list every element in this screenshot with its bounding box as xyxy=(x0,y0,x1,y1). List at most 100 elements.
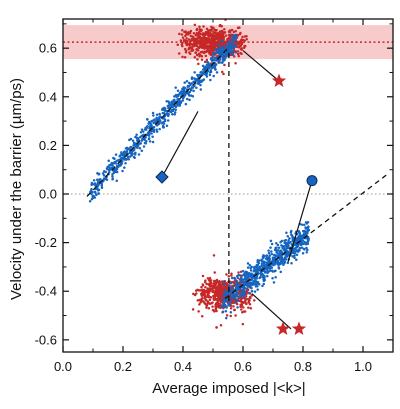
blue-upper-branch-point xyxy=(174,108,177,111)
blue-lower-branch-point xyxy=(242,273,246,276)
blue-upper-branch-point xyxy=(207,63,211,67)
blue-lower-branch-point xyxy=(305,222,309,225)
red-bottom-point xyxy=(207,296,210,299)
blue-upper-branch-point xyxy=(184,102,188,106)
blue-upper-branch-point xyxy=(132,141,136,145)
blue-lower-branch-point xyxy=(229,300,232,304)
blue-lower-branch-point xyxy=(251,281,255,284)
blue-lower-branch-point xyxy=(304,232,308,235)
blue-upper-branch-point xyxy=(115,162,118,165)
blue-upper-branch-point xyxy=(115,179,119,183)
blue-upper-branch-point xyxy=(194,78,197,82)
axes: 0.0 0.2 0.4 0.6 0.8 1.0 -0.6 -0.4 -0.2 0.0 0.2 0.4 0… xyxy=(35,18,394,374)
blue-upper-branch-point xyxy=(186,85,189,89)
blue-lower-branch-point xyxy=(242,288,245,292)
blue-upper-branch-point xyxy=(215,49,218,52)
blue-lower-branch-point xyxy=(270,250,273,253)
blue-upper-branch-point xyxy=(193,71,196,74)
red-top-point xyxy=(199,41,203,44)
blue-upper-branch-point xyxy=(206,60,209,64)
red-top-point xyxy=(181,36,185,39)
blue-lower-branch-point xyxy=(266,274,269,278)
blue-upper-branch-point xyxy=(162,117,165,120)
red-top-point xyxy=(220,24,223,28)
red-top-point xyxy=(186,33,190,36)
star-marker xyxy=(271,73,287,88)
blue-lower-branch-point xyxy=(284,255,288,258)
blue-lower-branch-point xyxy=(242,291,245,294)
red-bottom-point xyxy=(248,295,252,299)
blue-lower-branch-point xyxy=(295,240,298,243)
blue-lower-branch-point xyxy=(222,300,226,304)
red-bottom-point xyxy=(216,285,219,288)
blue-lower-branch-point xyxy=(302,223,306,227)
lower-branch-fit-line xyxy=(224,174,388,300)
blue-upper-branch-point xyxy=(234,45,238,48)
blue-upper-branch-point xyxy=(202,68,205,71)
red-bottom-point xyxy=(216,292,219,296)
red-bottom-point xyxy=(229,314,232,318)
blue-lower-branch-point xyxy=(260,262,264,266)
blue-upper-branch-point xyxy=(136,136,139,140)
red-top-point xyxy=(193,38,196,41)
blue-lower-branch-point xyxy=(285,231,288,234)
red-top-point xyxy=(210,29,213,32)
blue-lower-branch-points xyxy=(220,220,311,320)
blue-upper-branch-point xyxy=(142,145,146,148)
blue-lower-branch-point xyxy=(284,244,287,247)
blue-upper-branch-point xyxy=(195,86,198,89)
blue-lower-branch-point xyxy=(267,249,270,252)
red-bottom-point xyxy=(201,274,205,278)
blue-lower-branch-point xyxy=(269,246,272,249)
red-top-point xyxy=(213,36,217,40)
red-bottom-point xyxy=(216,301,219,304)
blue-upper-branch-point xyxy=(122,150,126,154)
red-bottom-point xyxy=(205,304,209,307)
blue-lower-branch-point xyxy=(222,280,226,283)
blue-lower-branch-point xyxy=(223,294,226,297)
blue-lower-branch-point xyxy=(240,294,243,297)
blue-lower-branch-point xyxy=(242,293,246,296)
blue-lower-branch-point xyxy=(236,274,239,278)
blue-upper-branch-point xyxy=(174,86,177,89)
red-top-point xyxy=(194,51,197,54)
y-tick-label: 0.6 xyxy=(39,41,57,56)
red-top-point xyxy=(202,25,205,28)
blue-upper-branch-point xyxy=(218,46,221,50)
red-bottom-point xyxy=(219,302,222,306)
blue-lower-branch-point xyxy=(271,276,274,280)
blue-upper-branch-point xyxy=(187,81,191,85)
blue-lower-branch-point xyxy=(242,280,246,284)
blue-upper-branch-point xyxy=(162,126,165,129)
red-bottom-point xyxy=(233,308,236,312)
blue-lower-branch-point xyxy=(275,241,278,245)
blue-upper-branch-point xyxy=(153,118,156,121)
red-top-point xyxy=(202,34,205,37)
red-bottom-point xyxy=(214,306,218,309)
blue-lower-branch-point xyxy=(305,246,308,250)
blue-lower-branch-point xyxy=(300,223,304,226)
red-bottom-point xyxy=(208,298,212,302)
blue-upper-branch-point xyxy=(92,179,96,182)
red-bottom-point xyxy=(203,294,206,297)
blue-lower-branch-point xyxy=(269,269,272,272)
red-top-point xyxy=(232,30,236,34)
blue-lower-branch-point xyxy=(289,231,293,234)
blue-lower-branch-point xyxy=(248,264,252,267)
blue-upper-branch-point xyxy=(148,125,152,128)
blue-upper-branch-point xyxy=(110,166,113,170)
red-top-point xyxy=(237,54,240,58)
blue-upper-branch-point xyxy=(146,131,150,135)
blue-upper-branch-point xyxy=(140,128,144,131)
blue-upper-branch-point xyxy=(176,94,180,98)
blue-lower-branch-point xyxy=(242,286,246,290)
blue-upper-branch-point xyxy=(232,43,236,47)
red-top-point xyxy=(230,28,234,32)
blue-lower-branch-point xyxy=(256,282,259,285)
blue-upper-branch-point xyxy=(171,109,175,113)
red-bottom-point xyxy=(215,309,218,313)
blue-upper-branch-point xyxy=(140,139,143,142)
blue-upper-branch-point xyxy=(170,105,173,108)
y-axis-label: Velocity under the barrier (µm/ps) xyxy=(8,78,25,300)
blue-upper-branch-point xyxy=(101,172,105,175)
